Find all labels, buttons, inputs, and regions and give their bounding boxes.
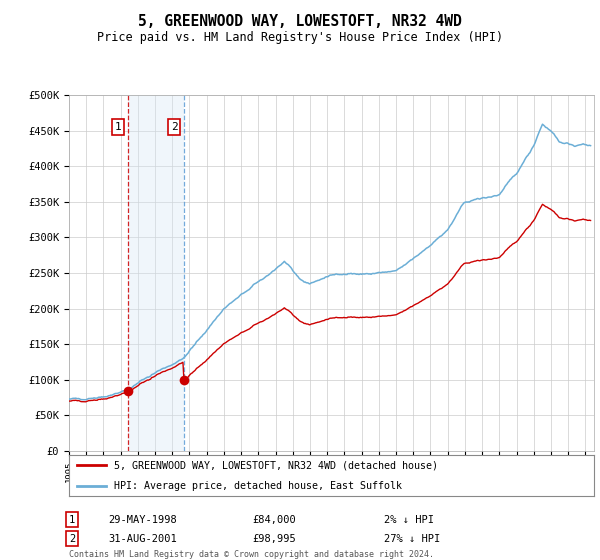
Text: 2% ↓ HPI: 2% ↓ HPI (384, 515, 434, 525)
Text: 5, GREENWOOD WAY, LOWESTOFT, NR32 4WD (detached house): 5, GREENWOOD WAY, LOWESTOFT, NR32 4WD (d… (113, 460, 437, 470)
Text: 1: 1 (69, 515, 75, 525)
Text: 2: 2 (69, 534, 75, 544)
Text: 5, GREENWOOD WAY, LOWESTOFT, NR32 4WD: 5, GREENWOOD WAY, LOWESTOFT, NR32 4WD (138, 14, 462, 29)
Text: 27% ↓ HPI: 27% ↓ HPI (384, 534, 440, 544)
Text: HPI: Average price, detached house, East Suffolk: HPI: Average price, detached house, East… (113, 480, 401, 491)
Text: Contains HM Land Registry data © Crown copyright and database right 2024.
This d: Contains HM Land Registry data © Crown c… (69, 550, 434, 560)
Text: 29-MAY-1998: 29-MAY-1998 (108, 515, 177, 525)
Text: 1: 1 (115, 122, 122, 132)
Text: 2: 2 (171, 122, 178, 132)
Text: 31-AUG-2001: 31-AUG-2001 (108, 534, 177, 544)
Text: £98,995: £98,995 (252, 534, 296, 544)
Text: Price paid vs. HM Land Registry's House Price Index (HPI): Price paid vs. HM Land Registry's House … (97, 31, 503, 44)
Bar (128, 95, 184, 451)
Text: £84,000: £84,000 (252, 515, 296, 525)
